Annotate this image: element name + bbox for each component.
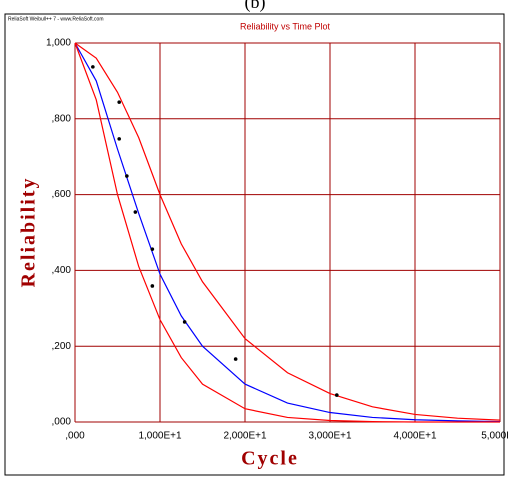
y-tick-label: ,400	[52, 265, 72, 276]
y-tick-label: 1,000	[46, 38, 71, 49]
x-axis-label: Cycle	[241, 448, 299, 470]
line	[74, 42, 501, 423]
x-tick-label: 4,000E+1	[393, 431, 437, 442]
data-point	[233, 357, 238, 361]
line	[74, 42, 501, 421]
data-point	[117, 100, 121, 104]
panel-label: (b)	[245, 0, 266, 13]
data-point	[133, 210, 138, 214]
data-point	[150, 284, 155, 288]
x-tick-label: 2,000E+1	[223, 431, 267, 442]
y-tick-label: ,200	[52, 341, 72, 352]
data-point	[335, 393, 339, 397]
y-tick-label: ,000	[52, 417, 72, 428]
y-tick-label: ,600	[52, 189, 72, 200]
header: ReliaSoft Weibull++ 7 - www.ReliaSoft.co…	[8, 16, 104, 22]
data-point	[182, 320, 187, 324]
chart-title: Reliability vs Time Plot	[240, 21, 331, 31]
data-point	[91, 65, 95, 69]
data-point	[117, 137, 121, 141]
x-tick-label: 5,000E+	[481, 431, 508, 442]
y-axis-label: Reliability	[18, 177, 40, 288]
data-point	[125, 174, 129, 178]
data-point	[150, 247, 155, 251]
frame	[4, 13, 505, 476]
line	[74, 42, 500, 423]
x-tick-label: 3,000E+1	[308, 431, 352, 442]
y-tick-label: ,800	[52, 113, 72, 124]
x-tick-label: ,000	[65, 431, 85, 442]
x-tick-label: 1,000E+1	[138, 431, 182, 442]
